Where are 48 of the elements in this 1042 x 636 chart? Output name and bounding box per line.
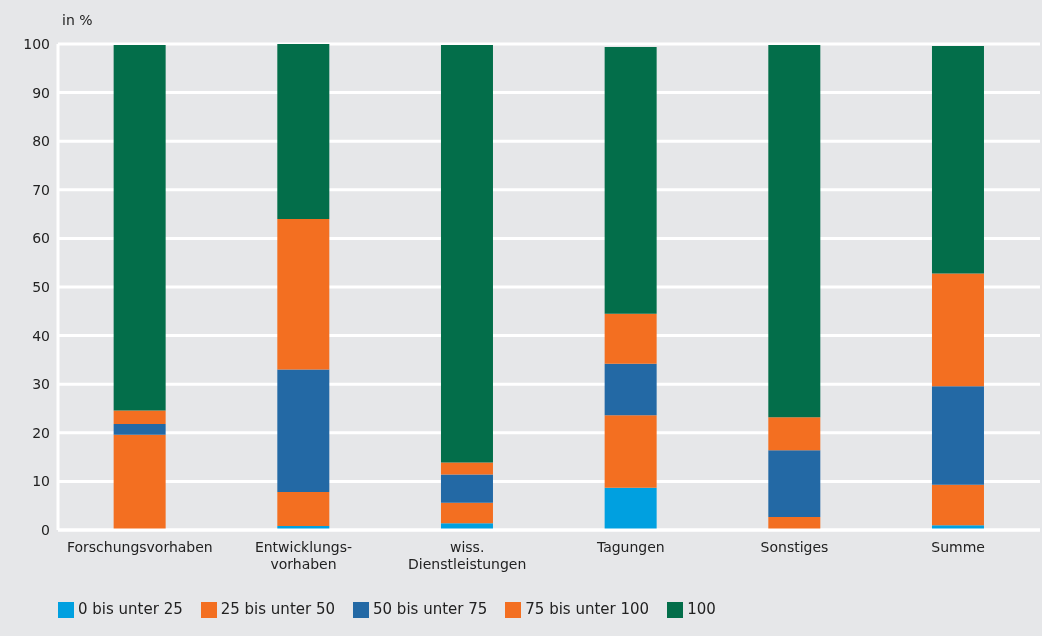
y-axis-title: in % xyxy=(62,12,93,28)
legend-label: 50 bis unter 75 xyxy=(373,600,488,618)
bar xyxy=(277,369,330,493)
bar xyxy=(604,415,657,488)
x-tick-label: Forschungsvorhaben xyxy=(66,539,213,555)
bar xyxy=(604,46,657,314)
bar xyxy=(931,386,984,485)
y-tick-label: 10 xyxy=(32,473,50,490)
legend-label: 25 bis unter 50 xyxy=(220,600,336,618)
bar xyxy=(604,313,657,364)
bar xyxy=(768,417,821,451)
bar xyxy=(113,44,166,411)
y-tick-label: 50 xyxy=(32,278,50,295)
bar xyxy=(931,45,984,274)
y-tick-label: 90 xyxy=(32,84,50,101)
bar xyxy=(440,502,493,524)
bar xyxy=(768,516,821,530)
y-tick-label: 20 xyxy=(32,424,50,441)
y-tick-label: 60 xyxy=(32,230,50,247)
bar xyxy=(440,44,493,463)
x-tick-label: Summe xyxy=(931,539,985,555)
bar xyxy=(931,273,984,387)
bar xyxy=(768,450,821,517)
bar xyxy=(277,44,330,219)
x-tick-label: Tagungen xyxy=(595,539,665,555)
y-tick-label: 80 xyxy=(32,133,50,150)
legend-label: 0 bis unter 25 xyxy=(78,600,183,618)
y-tick-label: 0 xyxy=(41,521,50,538)
bar xyxy=(440,462,493,475)
bar xyxy=(768,44,821,418)
bar xyxy=(277,218,330,370)
bar xyxy=(440,474,493,503)
bar xyxy=(604,487,657,530)
legend-label: 75 bis unter 100 xyxy=(525,600,650,618)
legend-label: 100 xyxy=(687,600,716,618)
y-tick-label: 30 xyxy=(32,376,50,393)
bar xyxy=(113,410,166,425)
x-tick-label: Entwicklungs- vorhaben xyxy=(254,539,353,572)
x-tick-label: Sonstiges xyxy=(760,539,829,555)
y-tick-label: 70 xyxy=(32,181,50,198)
bar xyxy=(931,484,984,526)
bar xyxy=(277,492,330,527)
y-tick-label: 40 xyxy=(32,327,50,344)
bar xyxy=(113,424,166,435)
y-tick-label: 100 xyxy=(23,35,50,52)
x-tick-label: wiss. Dienstleistungen xyxy=(408,539,527,572)
bar xyxy=(604,363,657,416)
bar xyxy=(113,434,166,530)
